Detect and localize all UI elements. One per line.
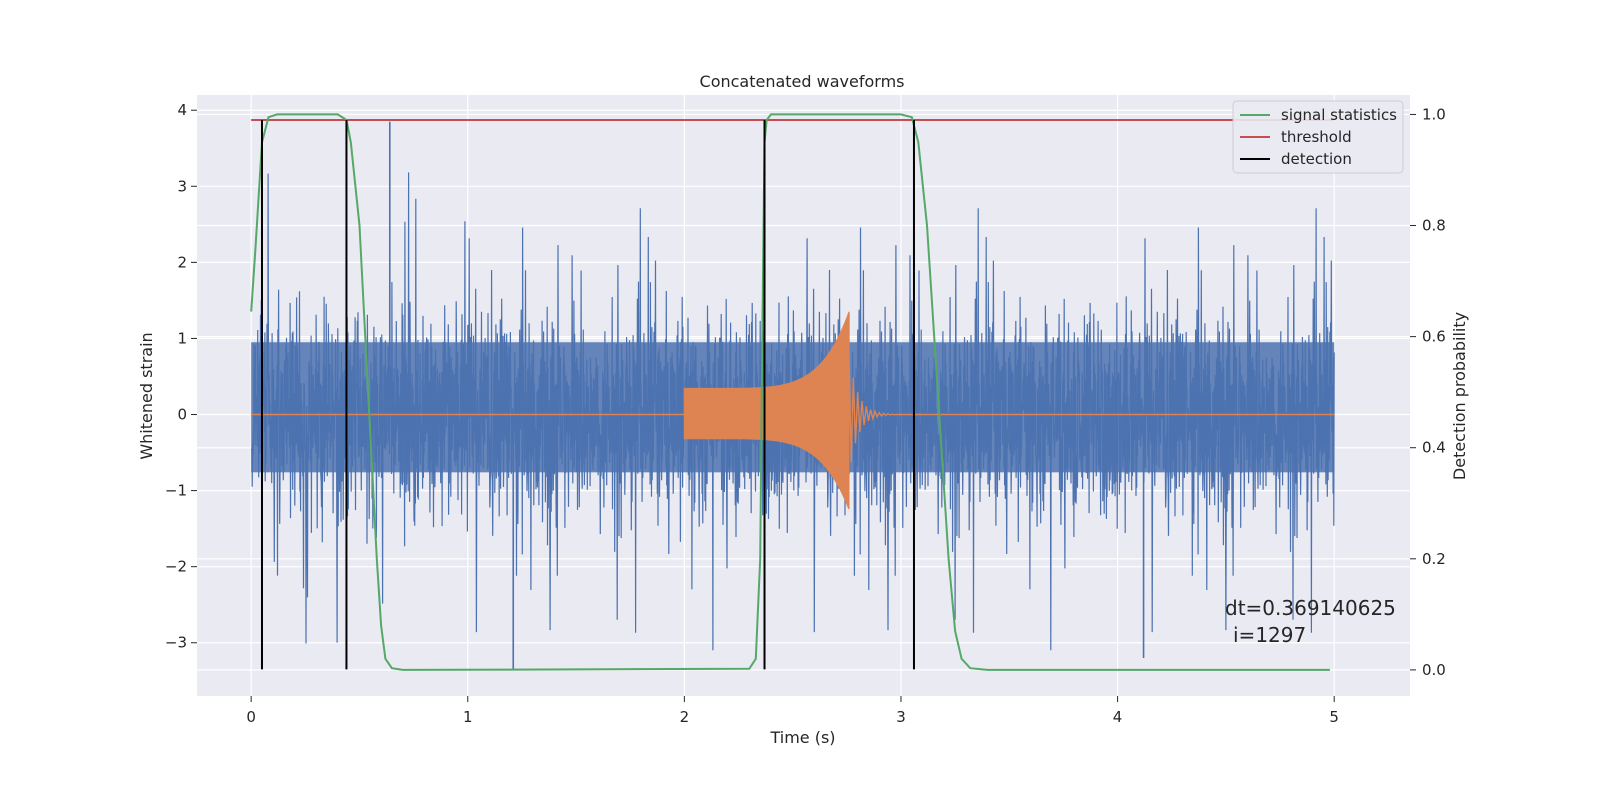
y2-tick-label: 0.2 (1422, 550, 1446, 568)
y-tick-label: 1 (177, 329, 187, 347)
annotation-dt: dt=0.369140625 (1225, 596, 1396, 620)
x-tick-label: 0 (246, 708, 256, 726)
legend: signal statistics threshold detection (1232, 100, 1404, 174)
x-tick-label: 5 (1329, 708, 1339, 726)
y-axis-ticks: −3 −2 −1 0 1 2 3 4 (165, 101, 197, 652)
y2-axis-ticks: 0.0 0.2 0.4 0.6 0.8 1.0 (1410, 105, 1446, 679)
annotation-i: i=1297 (1233, 623, 1306, 647)
x-axis-label: Time (s) (769, 728, 835, 747)
y2-tick-label: 0.6 (1422, 328, 1446, 346)
x-tick-label: 1 (463, 708, 473, 726)
y-tick-label: −1 (165, 482, 187, 500)
y-tick-label: 3 (177, 177, 187, 195)
y2-tick-label: 0.0 (1422, 661, 1446, 679)
signal-statistics-series (250, 113, 1330, 671)
legend-label: detection (1281, 150, 1352, 168)
y2-tick-label: 0.4 (1422, 439, 1446, 457)
x-tick-label: 2 (680, 708, 690, 726)
signal-statistics-line (250, 113, 1330, 671)
legend-box (1232, 100, 1404, 174)
x-tick-label: 4 (1113, 708, 1123, 726)
x-axis-ticks: 0 1 2 3 4 5 (246, 696, 1339, 726)
y-tick-label: −2 (165, 558, 187, 576)
chirp-waveform (251, 311, 1335, 510)
detection-lines (260, 120, 915, 670)
legend-label: signal statistics (1281, 106, 1397, 124)
chirp-trace (251, 311, 1335, 510)
y-tick-label: 2 (177, 253, 187, 271)
x-tick-label: 3 (896, 708, 906, 726)
y-tick-label: −3 (165, 634, 187, 652)
chart-title: Concatenated waveforms (700, 72, 905, 91)
y-tick-label: 4 (177, 101, 187, 119)
y2-tick-label: 1.0 (1422, 105, 1446, 123)
y2-tick-label: 0.8 (1422, 217, 1446, 235)
y-tick-label: 0 (177, 406, 187, 424)
legend-label: threshold (1281, 128, 1352, 146)
y2-axis-label: Detection probability (1450, 312, 1469, 480)
y-axis-label: Whitened strain (137, 332, 156, 459)
